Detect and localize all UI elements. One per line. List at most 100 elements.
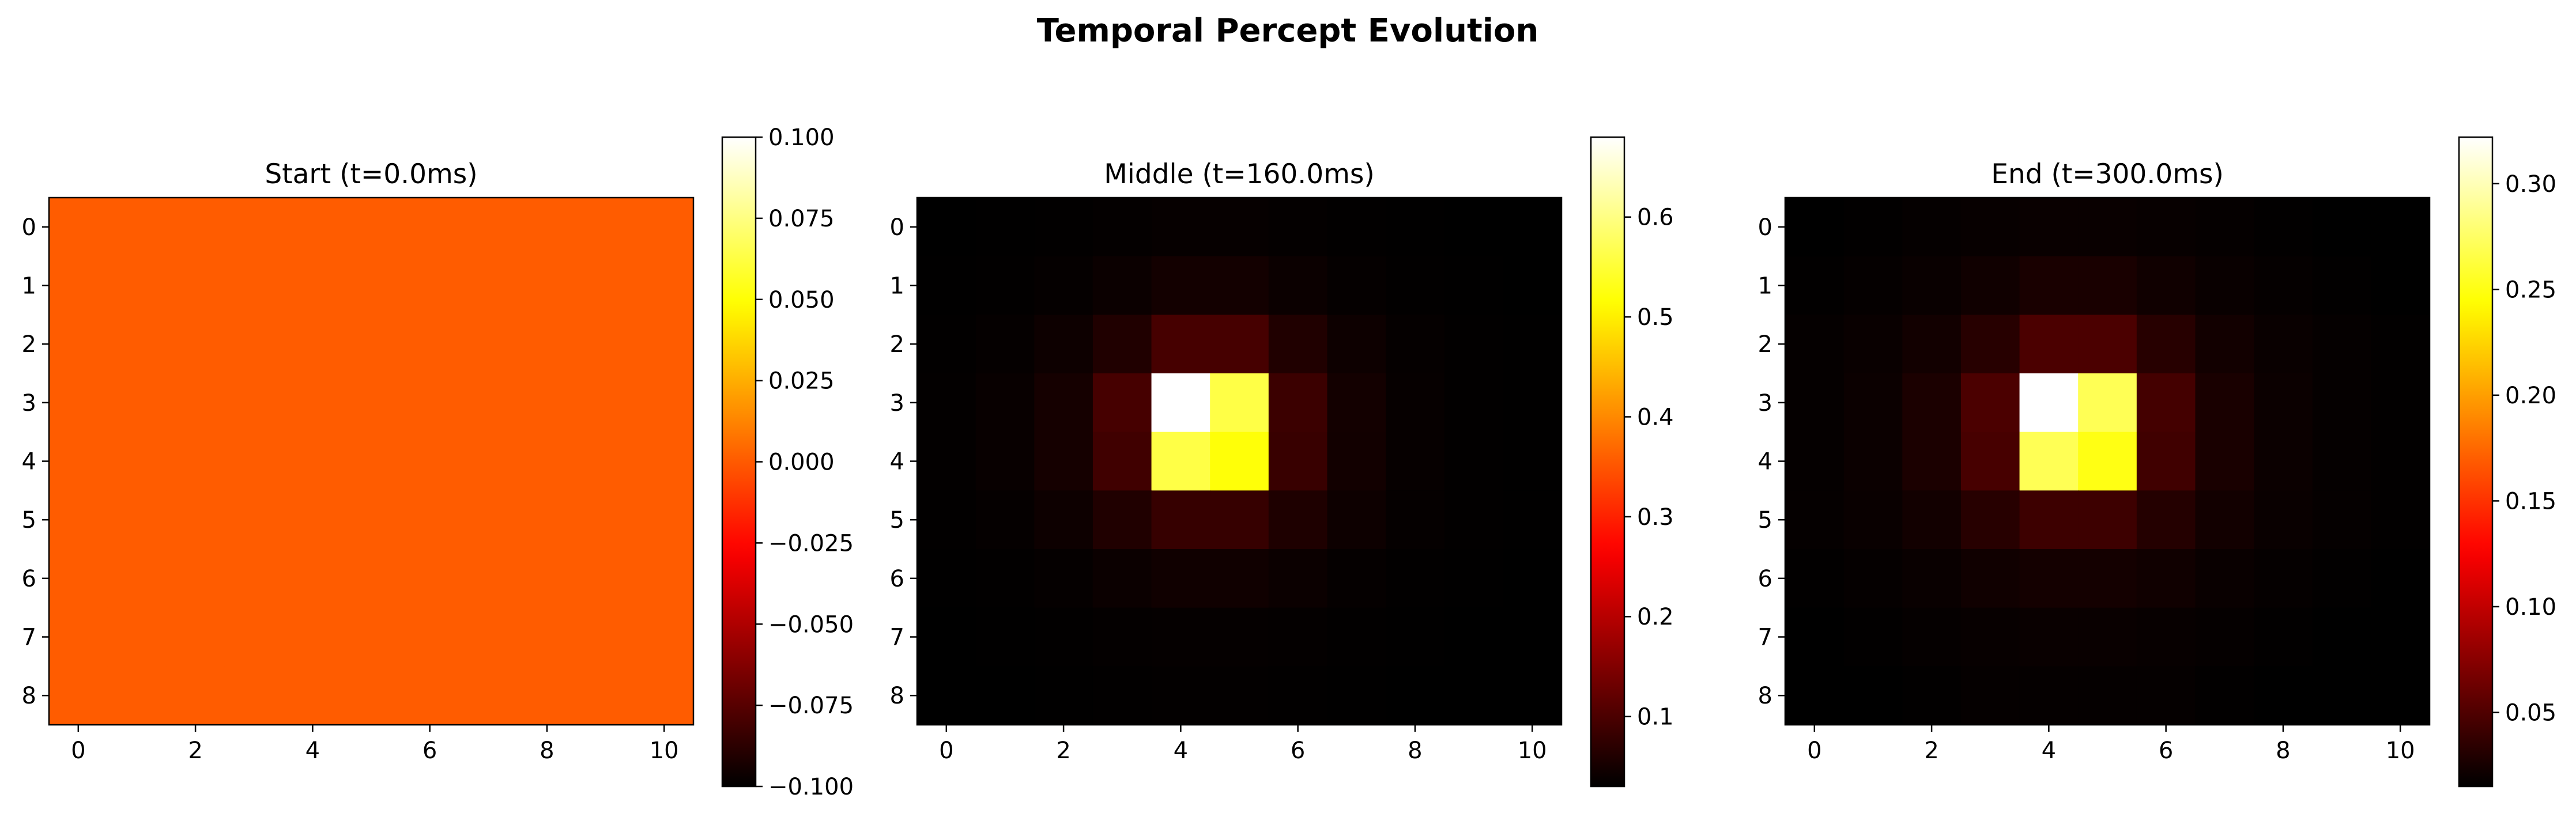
- heatmap-cell: [1092, 666, 1152, 725]
- panel-title: End (t=300.0ms): [1991, 158, 2224, 190]
- heatmap-cell: [1444, 490, 1504, 550]
- heatmap-cell: [2254, 315, 2313, 374]
- heatmap-cell: [342, 490, 401, 550]
- heatmap-cell: [1386, 549, 1445, 608]
- heatmap-cell: [1960, 432, 2020, 491]
- y-tick-label: 4: [890, 449, 904, 475]
- heatmap-cell: [1327, 666, 1386, 725]
- heatmap-cell: [1960, 198, 2020, 257]
- heatmap-cell: [1386, 198, 1445, 257]
- heatmap-cell: [1960, 490, 2020, 550]
- heatmap-cell: [1386, 490, 1445, 550]
- x-tick-label: 6: [423, 737, 437, 764]
- heatmap-cell: [635, 256, 694, 316]
- y-tick-label: 4: [1758, 449, 1772, 475]
- heatmap-cell: [2019, 373, 2079, 433]
- x-tick-label: 8: [1408, 737, 1422, 764]
- colorbar-tick-label: 0.5: [1637, 304, 1674, 331]
- heatmap-cell: [459, 432, 518, 491]
- heatmap-cell: [576, 607, 636, 667]
- heatmap-cell: [1327, 373, 1386, 433]
- heatmap-cell: [1034, 607, 1093, 667]
- heatmap-cell: [1902, 607, 1962, 667]
- heatmap-cell: [917, 198, 976, 257]
- heatmap-cell: [1034, 315, 1093, 374]
- heatmap-cell: [107, 607, 167, 667]
- heatmap-cell: [2019, 490, 2079, 550]
- heatmap-cell: [2136, 549, 2196, 608]
- heatmap-cell: [107, 432, 167, 491]
- heatmap-cell: [1268, 373, 1328, 433]
- colorbar-tick-label: −0.050: [768, 611, 854, 638]
- heatmap-cell: [459, 666, 518, 725]
- heatmap-cell: [1444, 198, 1504, 257]
- heatmap-cell: [1960, 256, 2020, 316]
- x-tick-label: 8: [540, 737, 554, 764]
- heatmap-cell: [576, 256, 636, 316]
- heatmap-cell: [2195, 373, 2254, 433]
- heatmap-cell: [1151, 432, 1210, 491]
- heatmap-cell: [975, 607, 1035, 667]
- heatmap-cell: [1785, 549, 1845, 608]
- heatmap-cell: [1268, 607, 1328, 667]
- heatmap-cell: [400, 373, 460, 433]
- figure-title: Temporal Percept Evolution: [1037, 12, 1539, 50]
- heatmap-cell: [2195, 198, 2254, 257]
- heatmap-cell: [1843, 315, 1903, 374]
- colorbar-tick-label: 0.20: [2505, 383, 2556, 409]
- colorbar: [721, 136, 757, 788]
- heatmap-cell: [1034, 256, 1093, 316]
- heatmap-cell: [635, 607, 694, 667]
- heatmap-cell: [107, 256, 167, 316]
- heatmap-cell: [49, 256, 108, 316]
- heatmap-cell: [1268, 666, 1328, 725]
- heatmap-cell: [1327, 198, 1386, 257]
- heatmap-cell: [2136, 373, 2196, 433]
- y-tick-label: 0: [890, 214, 904, 241]
- heatmap-cell: [2136, 198, 2196, 257]
- heatmap-cell: [2371, 256, 2430, 316]
- heatmap-cell: [1151, 490, 1210, 550]
- heatmap-cell: [459, 256, 518, 316]
- heatmap-cell: [1327, 315, 1386, 374]
- heatmap-cell: [459, 490, 518, 550]
- heatmap-cell: [1503, 607, 1562, 667]
- heatmap-cell: [2312, 315, 2372, 374]
- heatmap-cell: [1327, 607, 1386, 667]
- heatmap-cell: [283, 373, 342, 433]
- heatmap-cell: [342, 432, 401, 491]
- x-tick-label: 8: [2276, 737, 2290, 764]
- panel-title: Middle (t=160.0ms): [1104, 158, 1375, 190]
- heatmap-cell: [1151, 549, 1210, 608]
- x-tick-label: 0: [71, 737, 85, 764]
- heatmap-cell: [459, 373, 518, 433]
- heatmap-cell: [2254, 666, 2313, 725]
- heatmap-cell: [1503, 666, 1562, 725]
- heatmap-cell: [283, 198, 342, 257]
- heatmap-cell: [224, 549, 284, 608]
- colorbar-tick-label: 0.6: [1637, 205, 1674, 231]
- heatmap-cell: [2371, 607, 2430, 667]
- heatmap-cell: [342, 549, 401, 608]
- heatmap-cell: [1503, 315, 1562, 374]
- panel-title: Start (t=0.0ms): [265, 158, 477, 190]
- heatmap-cell: [917, 256, 976, 316]
- heatmap-cell: [1151, 666, 1210, 725]
- colorbar: [2458, 136, 2494, 788]
- heatmap-cell: [1151, 198, 1210, 257]
- heatmap-cell: [1210, 256, 1269, 316]
- heatmap-cell: [2019, 256, 2079, 316]
- heatmap-cell: [917, 432, 976, 491]
- heatmap-cell: [2312, 490, 2372, 550]
- heatmap-cell: [342, 373, 401, 433]
- y-tick-label: 0: [22, 214, 36, 241]
- y-tick-label: 8: [22, 683, 36, 709]
- heatmap-cell: [1386, 432, 1445, 491]
- heatmap-cell: [635, 432, 694, 491]
- heatmap-cell: [2254, 490, 2313, 550]
- heatmap-cell: [2195, 256, 2254, 316]
- heatmap-cell: [342, 198, 401, 257]
- y-tick-label: 8: [890, 683, 904, 709]
- heatmap-cell: [224, 256, 284, 316]
- heatmap-cell: [400, 315, 460, 374]
